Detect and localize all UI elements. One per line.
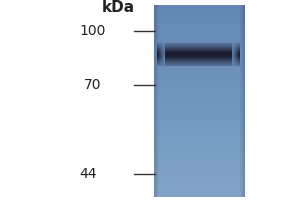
- Text: 44: 44: [80, 167, 97, 181]
- Text: kDa: kDa: [102, 0, 135, 16]
- Text: 70: 70: [84, 78, 102, 92]
- Text: 100: 100: [80, 24, 106, 38]
